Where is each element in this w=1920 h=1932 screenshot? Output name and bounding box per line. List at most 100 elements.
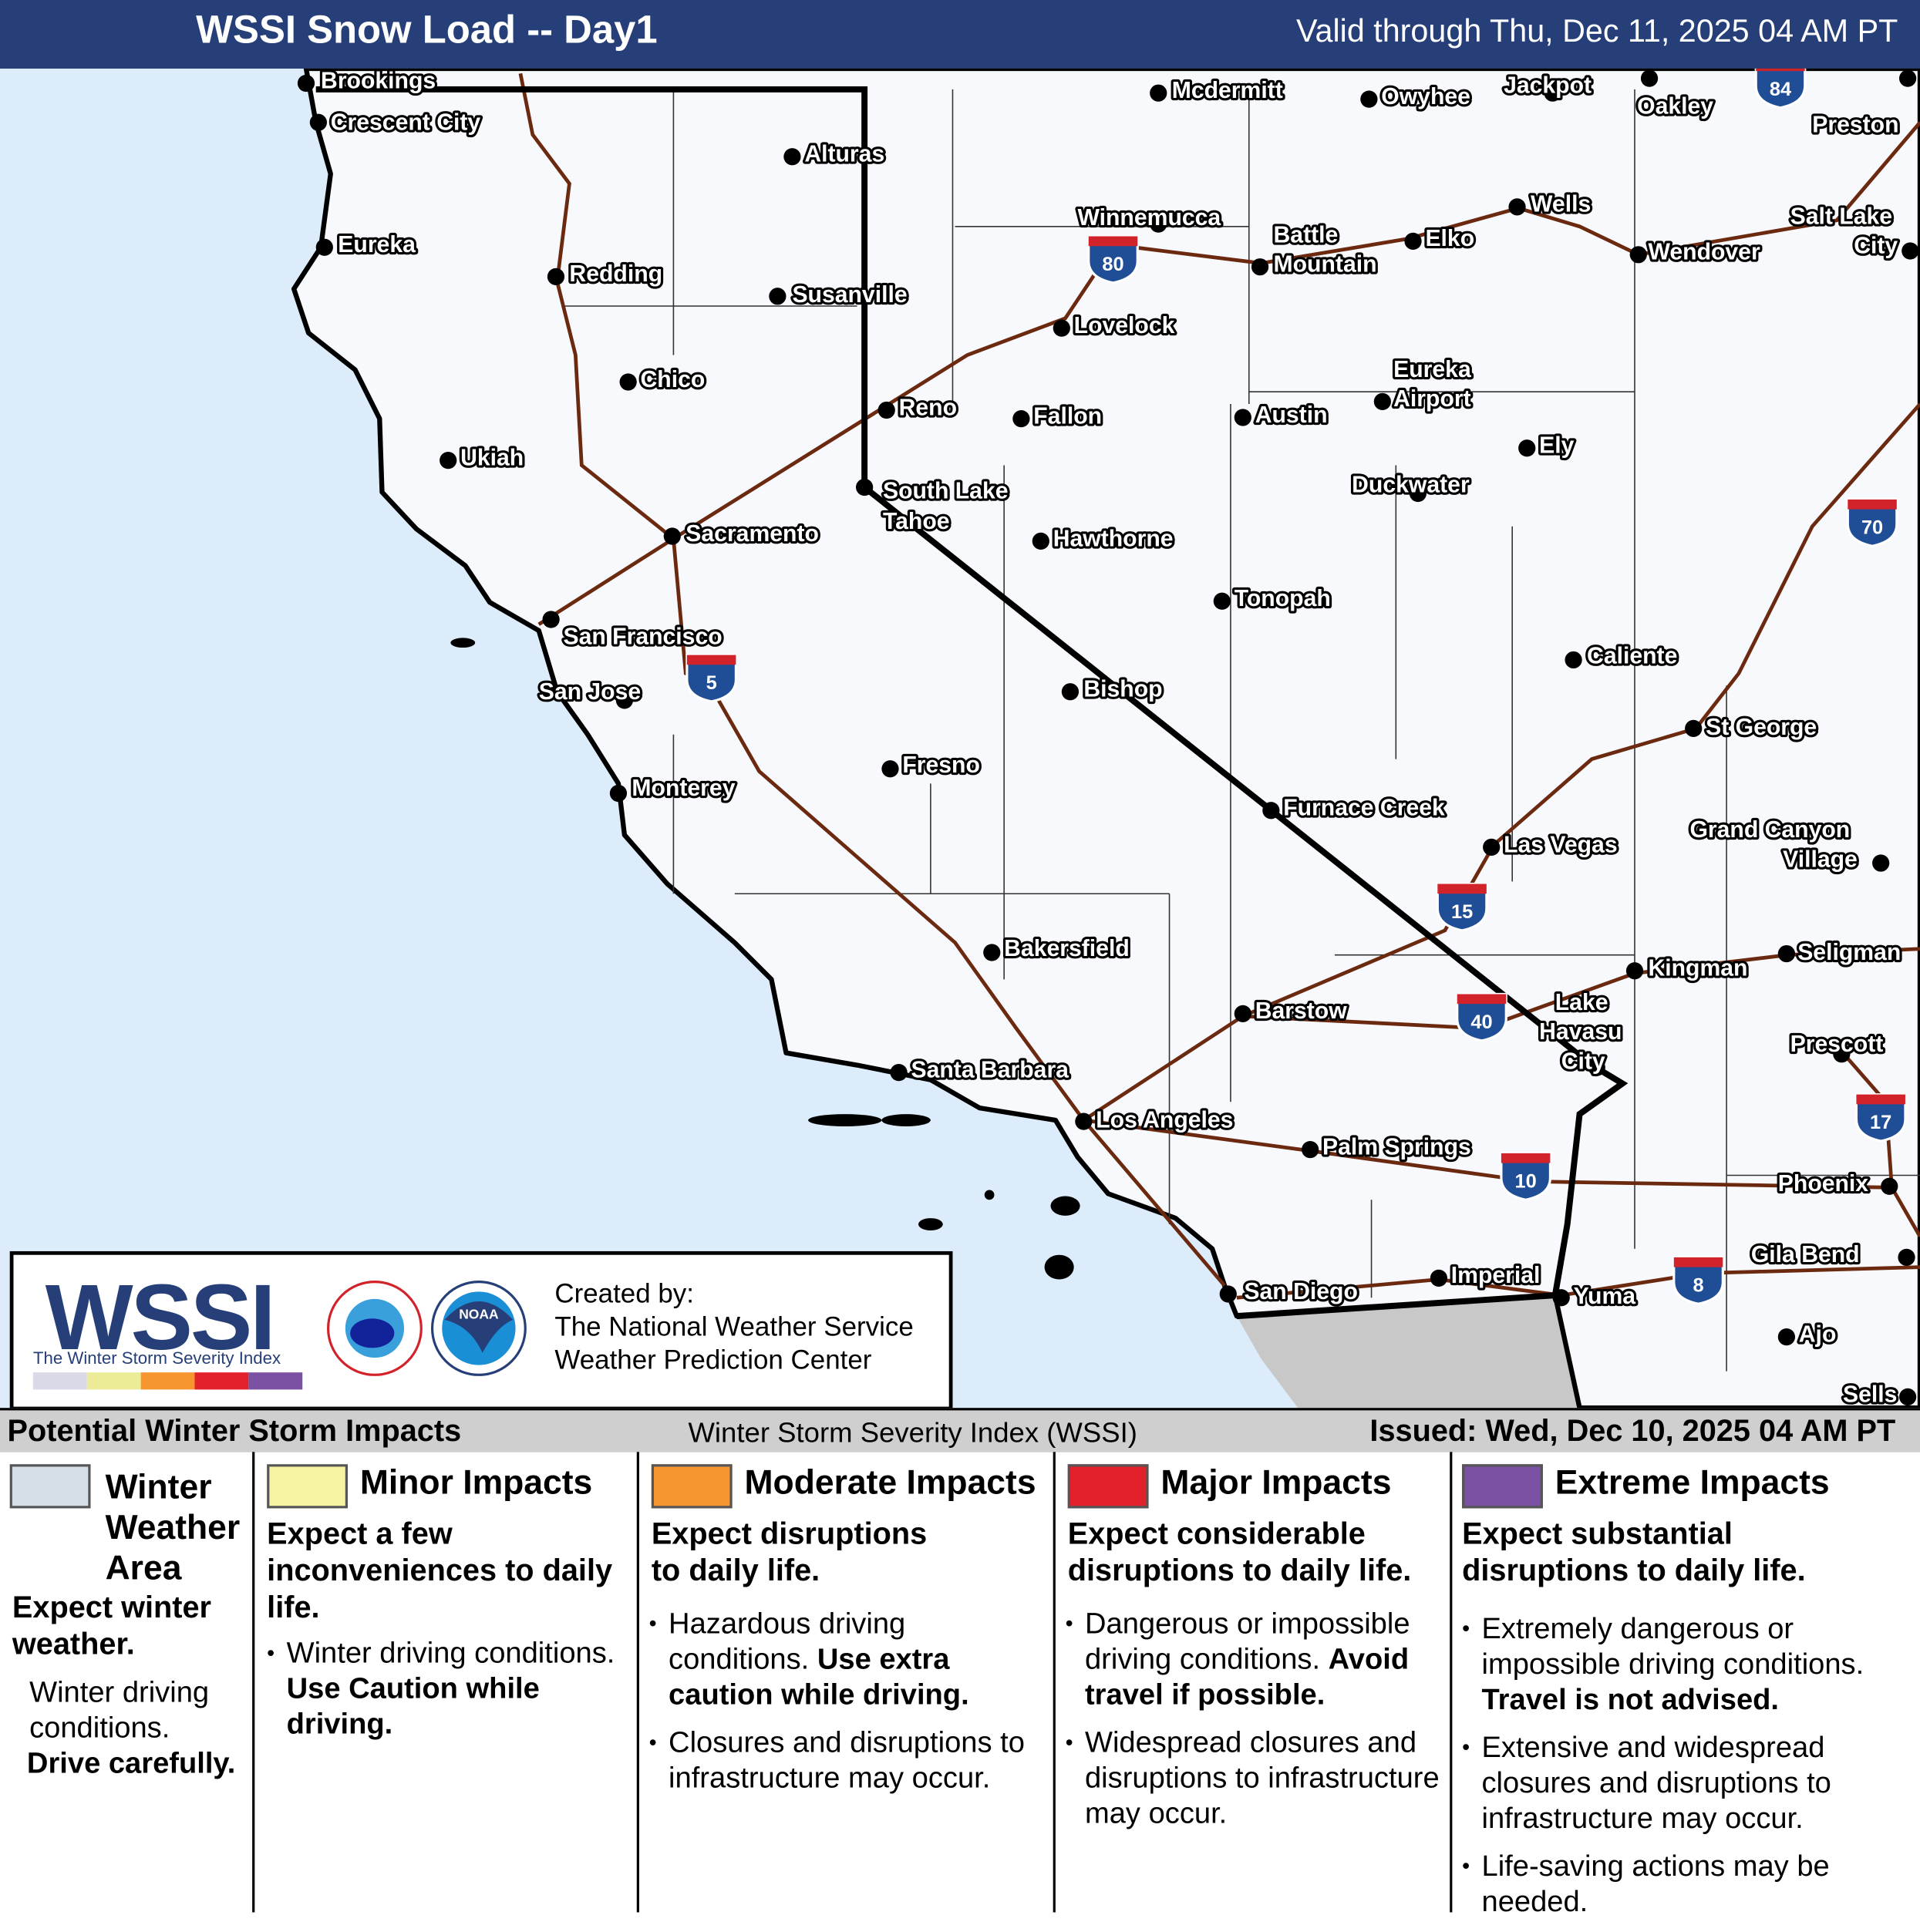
swatch-major	[1067, 1464, 1149, 1509]
category-name: Minor Impacts	[359, 1462, 593, 1501]
interstate-shield-5: 5	[685, 653, 737, 703]
category-name: Winter Weather Area	[105, 1468, 241, 1587]
category-name: Major Impacts	[1160, 1462, 1392, 1501]
city-dot	[1234, 1005, 1251, 1022]
category-name: Moderate Impacts	[744, 1462, 1036, 1501]
category-detail: Hazardous driving conditions.	[669, 1607, 906, 1676]
city-label: Duckwater	[1352, 472, 1470, 497]
category-detail: Life-saving actions may be needed.	[1481, 1850, 1830, 1919]
city-label: South Lake	[883, 478, 1009, 503]
city-dot	[1899, 1388, 1917, 1406]
legend-major: Major Impacts Expect considerable disrup…	[1056, 1452, 1453, 1913]
category-summary: Expect winter weather.	[12, 1590, 212, 1661]
created-by: Created by:	[554, 1277, 694, 1309]
svg-text:15: 15	[1451, 901, 1473, 923]
city-dot	[1075, 1112, 1093, 1130]
mexico-land	[1236, 1295, 1592, 1409]
city-dot	[1881, 1177, 1898, 1195]
swatch-minor	[267, 1464, 348, 1509]
category-detail: Widespread closures and disruptions to i…	[1084, 1726, 1440, 1831]
city-dot	[1777, 1328, 1796, 1346]
city-dot	[1053, 319, 1070, 337]
city-label: Oakley	[1637, 94, 1713, 119]
legend-title: Potential Winter Storm Impacts	[7, 1414, 462, 1449]
city-dot	[1302, 1141, 1319, 1159]
swatch-extreme	[1462, 1464, 1543, 1509]
city-label: Kingman	[1648, 956, 1747, 981]
city-label: Yuma	[1574, 1284, 1636, 1309]
interstate-shield-70: 70	[1846, 498, 1898, 547]
city-label: Lovelock	[1074, 313, 1175, 338]
city-label: Sells	[1843, 1382, 1897, 1407]
category-advice: Use extra caution while driving.	[669, 1643, 969, 1712]
city-dot	[609, 784, 628, 803]
category-detail: Extremely dangerous or impossible drivin…	[1481, 1612, 1864, 1681]
category-summary: Expect substantial disruptions to daily …	[1462, 1516, 1806, 1588]
wssi-logo: WSSI	[45, 1266, 276, 1370]
city-label: Crescent City	[331, 109, 481, 135]
category-advice: Drive carefully.	[26, 1747, 236, 1780]
city-dot	[1901, 242, 1919, 260]
category-summary: Expect disruptions to daily life.	[651, 1516, 928, 1588]
city-dot	[1483, 838, 1501, 857]
islands	[450, 638, 1080, 1280]
category-advice: Use Caution while driving.	[286, 1672, 540, 1742]
city-label: Eureka	[1393, 357, 1471, 382]
category-summary: Expect considerable disruptions to daily…	[1067, 1516, 1412, 1588]
city-dot	[547, 268, 565, 286]
legend-subtitle: Winter Storm Severity Index (WSSI)	[688, 1416, 1137, 1449]
city-label: Bakersfield	[1004, 936, 1130, 961]
city-dot	[315, 238, 333, 256]
noaa-text: NOAA	[459, 1306, 499, 1321]
city-dot	[1360, 90, 1378, 108]
city-label: Mountain	[1274, 252, 1377, 278]
city-label: Seligman	[1797, 940, 1901, 965]
city-dot	[783, 148, 801, 166]
swatch-winter-weather	[9, 1464, 91, 1509]
city-label: Preston	[1812, 113, 1898, 138]
city-dot	[1373, 392, 1391, 410]
legend-moderate: Moderate Impacts Expect disruptions to d…	[639, 1452, 1056, 1913]
city-dot	[1552, 1289, 1570, 1307]
city-label: Imperial	[1451, 1263, 1541, 1288]
city-label: Tahoe	[883, 509, 950, 534]
city-dot	[619, 373, 637, 391]
city-dot	[1508, 198, 1526, 216]
wssi-colorbar	[32, 1372, 303, 1390]
title-bar: WSSI Snow Load -- Day1 Valid through Thu…	[0, 0, 1920, 70]
city-dot	[1588, 1059, 1605, 1076]
legend-winter-weather-area: Winter Weather Area Expect winter weathe…	[0, 1452, 255, 1913]
credit-nws: The National Weather Service	[554, 1311, 914, 1342]
city-label: Palm Springs	[1322, 1134, 1471, 1160]
city-label: Airport	[1393, 386, 1471, 412]
city-dot	[297, 74, 315, 93]
category-detail: Winter driving conditions.	[286, 1637, 615, 1671]
category-summary: Expect a few inconveniences to daily lif…	[267, 1516, 613, 1625]
city-label: Bishop	[1083, 677, 1162, 702]
city-dot	[1251, 258, 1269, 276]
city-dot	[542, 611, 560, 628]
city-label: Battle	[1274, 222, 1339, 247]
city-dot	[983, 944, 1001, 961]
interstate-shield-10: 10	[1500, 1152, 1552, 1201]
city-label: San Francisco	[563, 624, 722, 649]
city-dot	[1150, 215, 1167, 233]
city-label: Lake	[1555, 990, 1608, 1015]
city-label: Elko	[1425, 226, 1474, 251]
city-label: Grand Canyon	[1689, 817, 1850, 843]
city-dot	[1625, 962, 1644, 980]
city-label: Ajo	[1799, 1321, 1837, 1347]
city-dot	[1213, 592, 1231, 610]
city-dot	[1629, 246, 1647, 264]
city-label: Chico	[641, 367, 706, 392]
svg-text:8: 8	[1693, 1274, 1704, 1296]
svg-text:70: 70	[1861, 517, 1883, 538]
state-borders	[315, 86, 1629, 1320]
city-label: St George	[1706, 715, 1817, 740]
city-label: Wendover	[1648, 240, 1760, 265]
legend-minor: Minor Impacts Expect a few inconvenience…	[254, 1452, 639, 1913]
legend-extreme: Extreme Impacts Expect substantial disru…	[1452, 1452, 1920, 1918]
credits: Created by: The National Weather Service…	[554, 1277, 913, 1376]
city-label: City	[1561, 1048, 1605, 1074]
